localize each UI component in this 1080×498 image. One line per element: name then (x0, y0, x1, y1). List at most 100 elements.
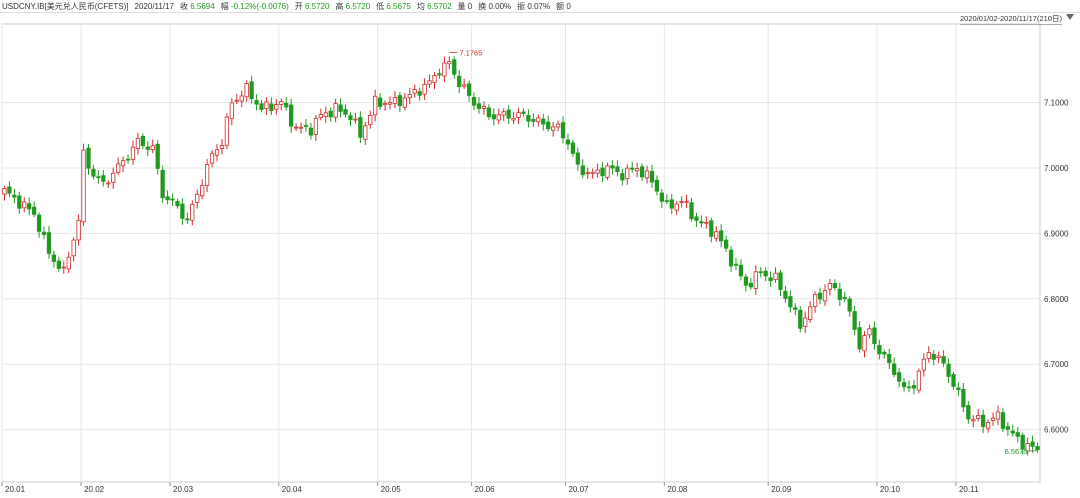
candle-body (432, 75, 437, 83)
candle-body (135, 137, 141, 149)
candle-body (293, 126, 299, 129)
candle (981, 409, 986, 434)
candle (175, 198, 180, 209)
candle-body (748, 282, 753, 288)
header-divider (0, 12, 1080, 13)
candle-body (239, 95, 244, 102)
candle-body (22, 201, 27, 209)
candle (506, 104, 511, 124)
candle (486, 104, 492, 120)
candle (358, 111, 363, 144)
candle-body (51, 254, 57, 262)
candle-body (86, 147, 91, 169)
candle-body (763, 270, 768, 277)
candle (654, 175, 660, 196)
candle (985, 419, 991, 433)
candle-body (743, 276, 749, 286)
dropdown-triangle-icon[interactable] (1066, 14, 1074, 20)
candle-body (298, 126, 304, 129)
open-value: 6.5720 (304, 1, 330, 11)
candle-body (511, 117, 516, 121)
candle-body (7, 186, 12, 194)
candle-body (901, 382, 907, 388)
candle-body (387, 102, 393, 105)
candle (289, 98, 294, 133)
candle-body (165, 196, 170, 201)
candle-body (224, 116, 230, 146)
candle (778, 269, 783, 297)
candle (674, 200, 679, 216)
candle-body (209, 152, 215, 164)
candle-body (116, 163, 121, 173)
candle (402, 93, 407, 111)
x-tick-label: 20.01 (5, 485, 26, 494)
x-tick-label: 20.03 (173, 485, 194, 494)
candle-body (714, 231, 719, 239)
candle (748, 277, 753, 290)
candle-body (160, 169, 165, 199)
candle (17, 191, 22, 214)
candle (956, 382, 961, 396)
candle-body (758, 271, 763, 274)
candle-body (793, 307, 798, 310)
candle (768, 271, 773, 287)
candle-body (842, 297, 847, 299)
candle-body (872, 327, 877, 344)
candle (2, 185, 7, 201)
candle-body (946, 363, 951, 377)
candle (728, 246, 734, 272)
candle (338, 98, 343, 118)
candle-body (649, 171, 655, 183)
x-tick-label: 20.07 (568, 485, 589, 494)
candle-body (373, 95, 378, 116)
candle (719, 224, 724, 248)
candle-body (788, 296, 793, 308)
candle-body (635, 168, 640, 172)
candle (86, 143, 91, 175)
candle (931, 350, 936, 366)
candle (565, 133, 571, 150)
candle-body (625, 167, 630, 180)
candle (56, 256, 61, 272)
candle-body (190, 203, 195, 221)
date-label: 2020/11/17 (134, 1, 174, 11)
candle-body (348, 115, 353, 121)
candle-body (17, 195, 22, 209)
candle (644, 165, 650, 184)
candle-body (491, 114, 496, 120)
candle (66, 251, 71, 274)
candle (976, 409, 981, 422)
date-range-label[interactable]: 2020/01/02-2020/11/17(210日) (959, 14, 1062, 25)
candle (249, 75, 254, 104)
candle (694, 212, 699, 227)
candle-body (437, 73, 442, 76)
candle-body (274, 104, 279, 110)
candle-body (862, 335, 867, 352)
candle-body (234, 99, 239, 102)
candle-body (264, 101, 269, 109)
candle-body (521, 111, 526, 114)
candle-body (684, 200, 689, 203)
candle-body (674, 203, 679, 211)
x-tick-label: 20.09 (771, 485, 792, 494)
candle (466, 80, 472, 102)
candle-body (56, 260, 61, 269)
quote-info-bar: USDCNY.IB[美元兑人民币(CFETS)] 2020/11/17 收 6.… (0, 0, 1080, 12)
candle-body (867, 328, 872, 336)
candle (1020, 432, 1025, 455)
candle (160, 165, 165, 204)
candle-body (550, 126, 556, 131)
candle (392, 91, 398, 109)
close-value: 6.5694 (190, 1, 215, 11)
candle-body (279, 101, 284, 105)
low-label: 低 (376, 1, 385, 11)
candle (353, 112, 358, 124)
volume-value: 0 (467, 1, 473, 11)
candle (911, 379, 917, 395)
candle-body (397, 95, 403, 107)
candle (7, 181, 12, 197)
volume-label: 量 (457, 1, 466, 11)
symbol-label: USDCNY.IB[美元兑人民币(CFETS)] (2, 1, 129, 11)
candle-body (338, 104, 343, 112)
candle-body (565, 139, 571, 145)
